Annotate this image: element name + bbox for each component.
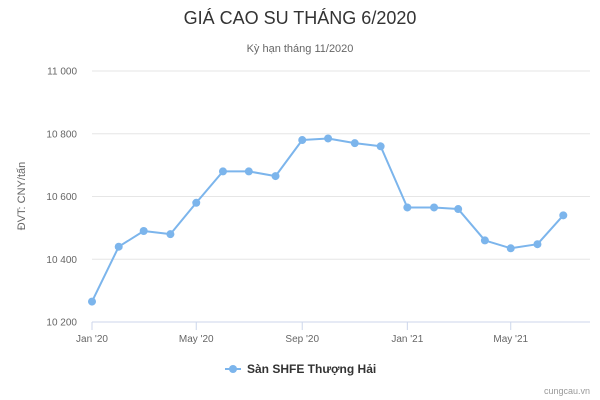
- data-point[interactable]: [559, 211, 568, 220]
- y-axis: 10 200 10 400 10 600 10 800 11 000: [46, 67, 77, 329]
- data-point[interactable]: [454, 205, 463, 214]
- data-point[interactable]: [218, 167, 227, 176]
- data-point[interactable]: [244, 167, 253, 176]
- data-point[interactable]: [350, 139, 359, 148]
- data-point[interactable]: [114, 242, 123, 251]
- y-tick-label: 10 400: [46, 255, 77, 266]
- data-point[interactable]: [533, 240, 542, 249]
- credit[interactable]: cungcau.vn: [544, 386, 590, 396]
- plot-area: [88, 134, 568, 306]
- data-point[interactable]: [166, 230, 175, 239]
- data-point[interactable]: [506, 244, 515, 253]
- legend-label[interactable]: Sàn SHFE Thượng Hải: [247, 362, 376, 376]
- x-tick-label: Jan '20: [76, 334, 108, 345]
- x-tick-label: Jan '21: [391, 334, 423, 345]
- x-tick-label: Sep '20: [285, 334, 319, 345]
- legend-marker: [229, 365, 237, 373]
- gridlines: [92, 70, 590, 323]
- data-point[interactable]: [88, 297, 96, 306]
- x-tick-label: May '20: [179, 334, 214, 345]
- x-tick-label: May '21: [493, 334, 528, 345]
- y-axis-title: ĐVT: CNY/tấn: [16, 162, 28, 230]
- data-point[interactable]: [271, 172, 280, 181]
- y-tick-label: 10 200: [46, 318, 77, 329]
- data-point[interactable]: [192, 198, 201, 207]
- y-tick-label: 11 000: [47, 67, 77, 78]
- legend[interactable]: Sàn SHFE Thượng Hải: [225, 362, 376, 376]
- chart-subtitle: Kỳ hạn tháng 11/2020: [247, 43, 354, 55]
- data-point[interactable]: [430, 203, 439, 212]
- data-point[interactable]: [403, 203, 412, 212]
- series-line: [91, 137, 565, 303]
- data-point[interactable]: [298, 136, 307, 145]
- data-point[interactable]: [139, 227, 148, 236]
- data-point[interactable]: [376, 142, 385, 151]
- y-tick-label: 10 800: [46, 129, 77, 140]
- x-axis: Jan '20 May '20 Sep '20 Jan '21 May '21: [76, 321, 590, 345]
- data-point[interactable]: [324, 134, 333, 143]
- data-point[interactable]: [480, 236, 489, 245]
- chart-title: GIÁ CAO SU THÁNG 6/2020: [184, 8, 417, 28]
- y-tick-label: 10 600: [46, 192, 77, 203]
